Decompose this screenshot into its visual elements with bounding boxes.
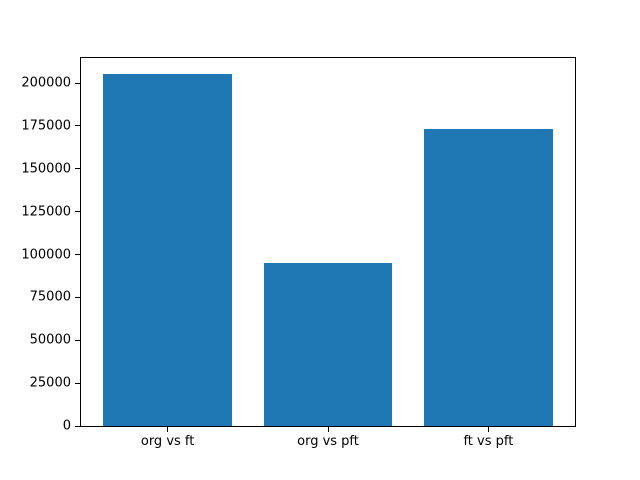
bar-org-vs-pft — [263, 263, 393, 426]
x-tick-label: org vs pft — [297, 434, 359, 449]
x-tick-mark — [167, 427, 169, 432]
y-tick-label: 150000 — [21, 161, 71, 177]
y-tick-mark — [75, 382, 80, 384]
bar-ft-vs-pft — [424, 129, 553, 426]
x-tick-mark — [327, 427, 329, 432]
x-tick-mark — [487, 427, 489, 432]
y-tick-mark — [75, 82, 80, 84]
y-tick-mark — [75, 211, 80, 213]
y-tick-mark — [75, 168, 80, 170]
y-tick-mark — [75, 254, 80, 256]
y-tick-mark — [75, 296, 80, 298]
y-tick-label: 75000 — [29, 289, 71, 305]
y-tick-label: 50000 — [29, 332, 71, 348]
y-tick-label: 0 — [62, 418, 71, 434]
plot-area: 0 25000 50000 75000 100000 125000 150000 175000… — [21, 57, 576, 448]
x-tick-label: org vs ft — [140, 434, 195, 449]
y-tick-label: 100000 — [21, 247, 71, 263]
y-tick-label: 25000 — [29, 375, 71, 391]
y-tick-label: 175000 — [21, 118, 71, 134]
y-tick-label: 200000 — [21, 75, 71, 91]
y-tick-mark — [75, 425, 80, 427]
x-tick-label: ft vs pft — [463, 434, 514, 449]
bar-org-vs-ft — [103, 74, 232, 426]
y-tick-mark — [75, 339, 80, 341]
y-tick-mark — [75, 125, 80, 127]
y-tick-label: 125000 — [21, 204, 71, 220]
